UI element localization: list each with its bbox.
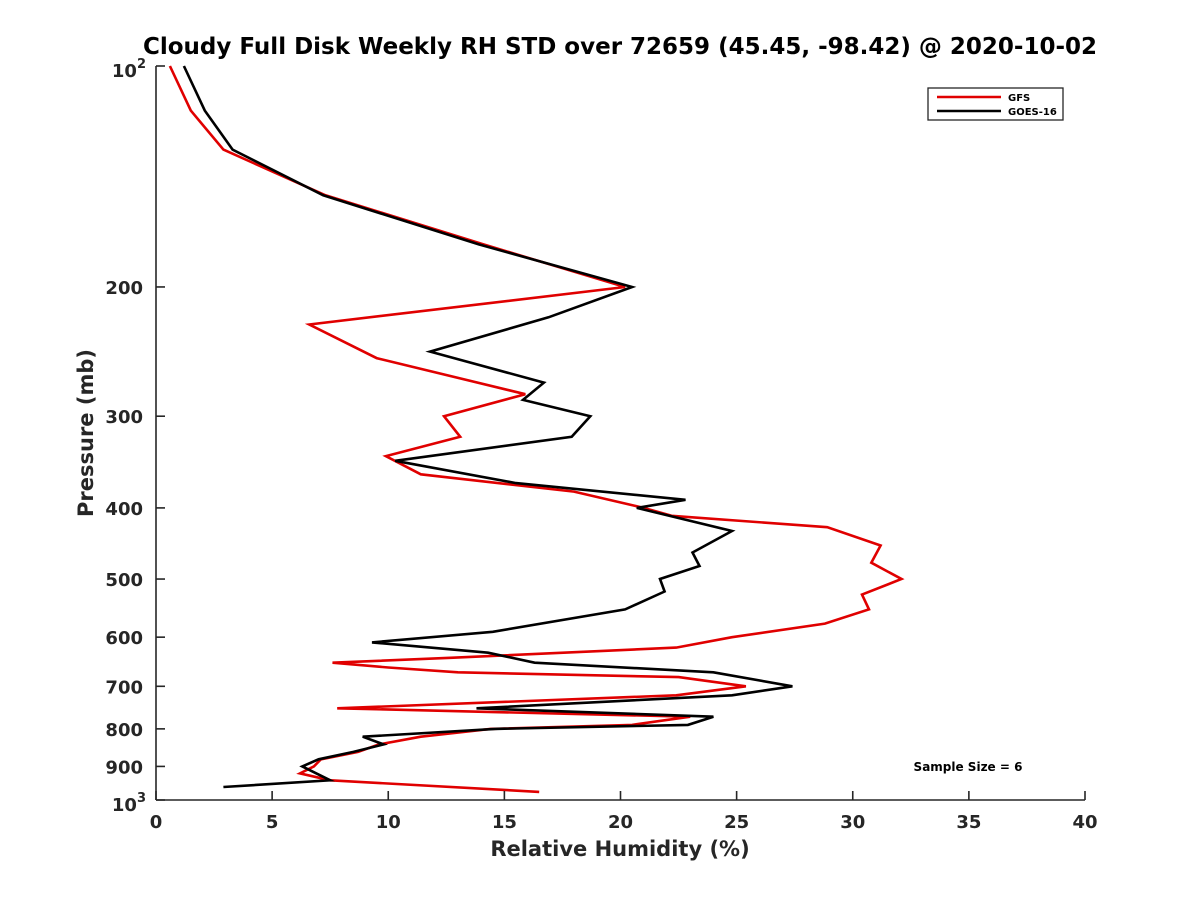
x-tick-label: 40 (1072, 812, 1097, 833)
x-axis-label: Relative Humidity (%) (490, 837, 749, 861)
x-tick-label: 20 (608, 812, 633, 833)
y-tick-label: 900 (105, 757, 143, 778)
y-tick-label: 200 (105, 278, 143, 299)
y-tick-label: 103 (112, 791, 146, 816)
y-tick-label: 800 (105, 720, 143, 741)
y-tick-label: 400 (105, 499, 143, 520)
chart-title: Cloudy Full Disk Weekly RH STD over 7265… (143, 34, 1097, 60)
sample-size-annotation: Sample Size = 6 (914, 760, 1023, 774)
x-tick-label: 35 (956, 812, 981, 833)
y-axis-ticks: 102 200 300 400 500 600 700 800 900 103 (105, 57, 165, 816)
y-tick-label: 102 (112, 57, 146, 82)
y-tick-label: 600 (105, 628, 143, 649)
y-tick-label: 700 (105, 677, 143, 698)
x-tick-label: 30 (840, 812, 865, 833)
y-tick-label: 500 (105, 570, 143, 591)
x-tick-label: 5 (266, 812, 279, 833)
x-tick-label: 0 (150, 812, 163, 833)
legend-label-goes-16: GOES-16 (1008, 107, 1057, 118)
x-axis-ticks: 0 5 10 15 20 25 30 35 40 (150, 791, 1098, 833)
series-layer (168, 65, 905, 794)
series-line-goes-16 (182, 65, 793, 789)
x-tick-label: 15 (492, 812, 517, 833)
x-tick-label: 10 (376, 812, 401, 833)
legend: GFS GOES-16 (927, 87, 1064, 121)
series-line-gfs (168, 65, 905, 794)
x-tick-label: 25 (724, 812, 749, 833)
y-tick-label: 300 (105, 407, 143, 428)
y-axis-label: Pressure (mb) (74, 349, 98, 517)
legend-label-gfs: GFS (1008, 93, 1030, 104)
legend-box (927, 87, 1064, 121)
plot-area (156, 66, 1085, 800)
